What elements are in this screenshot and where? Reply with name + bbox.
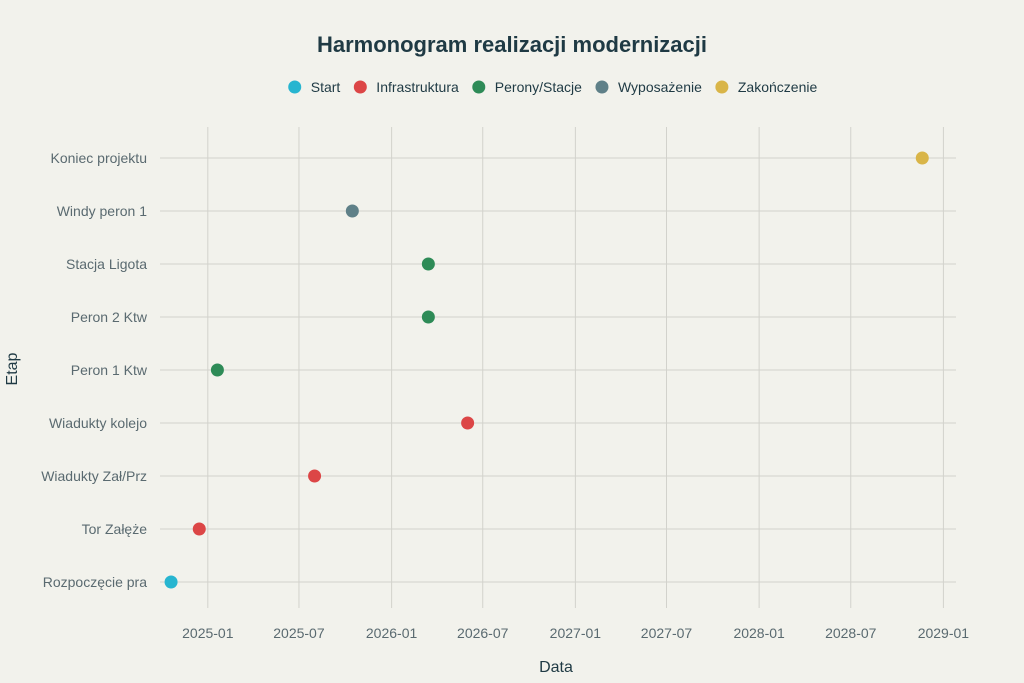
chart-title: Harmonogram realizacji modernizacji <box>317 32 707 57</box>
legend-item: Zakończenie <box>715 79 817 95</box>
y-tick-label: Rozpoczęcie pra <box>43 574 147 590</box>
legend-marker <box>353 80 367 94</box>
x-axis-title: Data <box>539 659 573 676</box>
data-point <box>345 204 359 218</box>
legend-item: Infrastruktura <box>353 79 459 95</box>
data-point <box>461 416 475 430</box>
data-point <box>210 363 224 377</box>
x-tick-label: 2029-01 <box>918 625 970 641</box>
y-tick-label: Wiadukty Zał/Prz <box>41 468 147 484</box>
legend-label: Wyposażenie <box>618 79 702 95</box>
legend-marker <box>595 80 609 94</box>
y-gridlines <box>160 157 956 583</box>
x-tick-label: 2027-07 <box>641 625 693 641</box>
x-tick-label: 2025-07 <box>273 625 325 641</box>
x-tick-label: 2027-01 <box>550 625 602 641</box>
legend-marker <box>472 80 486 94</box>
y-tick-label: Peron 1 Ktw <box>71 362 148 378</box>
x-axis-ticks: 2025-01 2025-07 2026-01 2026-07 2027-01 2027-… <box>182 625 969 641</box>
x-tick-label: 2028-07 <box>825 625 877 641</box>
data-point <box>915 151 929 165</box>
y-tick-label: Stacja Ligota <box>66 256 147 272</box>
x-tick-label: 2028-01 <box>733 625 785 641</box>
data-point <box>421 310 435 324</box>
y-tick-label: Tor Załęże <box>82 521 148 537</box>
legend: Start Infrastruktura Perony/Stacje Wyposaże… <box>288 79 817 95</box>
x-tick-label: 2025-01 <box>182 625 234 641</box>
data-point <box>308 469 322 483</box>
y-tick-label: Wiadukty kolejo <box>49 415 147 431</box>
y-tick-label: Koniec projektu <box>50 150 147 166</box>
y-axis-title: Etap <box>4 352 21 385</box>
data-points <box>164 151 929 589</box>
y-tick-label: Windy peron 1 <box>57 203 147 219</box>
legend-item: Wyposażenie <box>595 79 702 95</box>
x-gridlines <box>207 127 944 608</box>
data-point <box>421 257 435 271</box>
legend-label: Infrastruktura <box>376 79 459 95</box>
legend-item: Perony/Stacje <box>472 79 582 95</box>
y-axis-ticks: Rozpoczęcie pra Tor Załęże Wiadukty Zał/Pr… <box>41 150 148 590</box>
legend-label: Perony/Stacje <box>495 79 582 95</box>
data-point <box>192 522 206 536</box>
x-tick-label: 2026-07 <box>457 625 509 641</box>
x-tick-label: 2026-01 <box>366 625 418 641</box>
legend-marker <box>288 80 302 94</box>
data-point <box>164 575 178 589</box>
y-tick-label: Peron 2 Ktw <box>71 309 148 325</box>
legend-marker <box>715 80 729 94</box>
legend-label: Zakończenie <box>738 79 818 95</box>
legend-label: Start <box>311 79 341 95</box>
legend-item: Start <box>288 79 340 95</box>
